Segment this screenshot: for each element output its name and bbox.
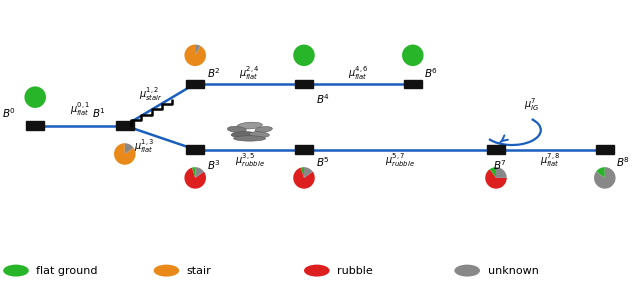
Circle shape [3, 265, 29, 277]
Text: $\mu^{1,2}_{stair}$: $\mu^{1,2}_{stair}$ [138, 86, 163, 103]
Text: rubble: rubble [337, 266, 373, 276]
Bar [186, 145, 204, 154]
Ellipse shape [237, 122, 262, 129]
Bar [26, 121, 44, 130]
Ellipse shape [249, 132, 269, 137]
Text: $B^{2}$: $B^{2}$ [207, 66, 220, 80]
Circle shape [304, 265, 330, 277]
Text: $\mu^{3,5}_{rubble}$: $\mu^{3,5}_{rubble}$ [235, 151, 264, 169]
Text: $B^{6}$: $B^{6}$ [424, 66, 438, 80]
Text: $B^{8}$: $B^{8}$ [616, 155, 630, 169]
Ellipse shape [231, 132, 255, 138]
Bar [487, 145, 505, 154]
Bar [186, 80, 204, 88]
Bar [404, 80, 422, 88]
Ellipse shape [227, 126, 246, 132]
Ellipse shape [234, 136, 266, 141]
Bar [295, 145, 313, 154]
Text: $B^{5}$: $B^{5}$ [316, 155, 330, 169]
Text: $\mu^{7,8}_{flat}$: $\mu^{7,8}_{flat}$ [540, 151, 561, 169]
Text: $\mu^{2,4}_{flat}$: $\mu^{2,4}_{flat}$ [239, 65, 260, 82]
Circle shape [454, 265, 480, 277]
Bar [596, 145, 614, 154]
Text: $\mu^{7}_{IG}$: $\mu^{7}_{IG}$ [524, 96, 539, 113]
Text: stair: stair [187, 266, 212, 276]
Ellipse shape [255, 126, 273, 132]
Bar [295, 80, 313, 88]
Text: unknown: unknown [488, 266, 538, 276]
Text: $B^{7}$: $B^{7}$ [493, 158, 507, 172]
Text: $\mu^{5,7}_{rubble}$: $\mu^{5,7}_{rubble}$ [385, 151, 415, 169]
Text: $\mu^{4,6}_{flat}$: $\mu^{4,6}_{flat}$ [348, 65, 369, 82]
Text: $B^{3}$: $B^{3}$ [207, 158, 221, 172]
Text: $\mu^{1,3}_{flat}$: $\mu^{1,3}_{flat}$ [134, 138, 154, 155]
Text: $B^{0}$: $B^{0}$ [2, 106, 16, 120]
Text: $\mu^{0,1}_{flat}$: $\mu^{0,1}_{flat}$ [70, 100, 90, 118]
Bar [116, 121, 134, 130]
Circle shape [154, 265, 179, 277]
Text: $B^{1}$: $B^{1}$ [92, 106, 106, 120]
Text: $B^{4}$: $B^{4}$ [316, 93, 330, 106]
Text: flat ground: flat ground [36, 266, 98, 276]
